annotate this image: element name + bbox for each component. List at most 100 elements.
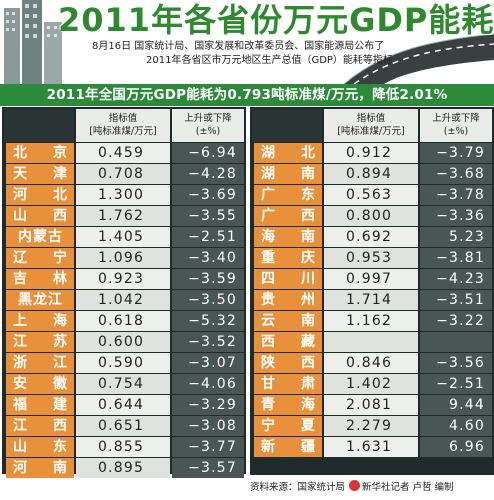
province-cell: 贵 州 — [254, 290, 322, 310]
value-cell: 1.300 — [76, 185, 170, 205]
change-cell: 4.60 — [420, 416, 492, 436]
header-value: 指标值 [吨标准煤/万元] — [324, 109, 418, 142]
table-row: 吉 林 0.923 −3.59 — [2, 268, 246, 289]
province-cell: 云 南 — [254, 311, 322, 331]
table-row: 云 南 1.162 −3.22 — [250, 310, 494, 331]
province-cell: 内蒙古 — [6, 227, 74, 247]
value-cell: 0.997 — [324, 269, 418, 289]
value-cell: 0.651 — [76, 416, 170, 436]
change-cell: 9.44 — [420, 395, 492, 415]
change-cell: −3.78 — [420, 185, 492, 205]
province-cell: 陕 西 — [254, 353, 322, 373]
change-cell: −3.08 — [172, 416, 244, 436]
table-row: 北 京 0.459 −6.94 — [2, 142, 246, 163]
intro-line-1: 8月16日 国家统计局、国家发展和改革委员会、国家能源局公布了 — [92, 41, 385, 52]
province-cell: 江 西 — [6, 416, 74, 436]
source-text: 资料来源：国家统计局 — [250, 482, 346, 493]
table-row: 福 建 0.644 −3.29 — [2, 394, 246, 415]
table-row: 江 西 0.651 −3.08 — [2, 415, 246, 436]
province-cell: 浙 江 — [6, 353, 74, 373]
table-row: 广 东 0.563 −3.78 — [250, 184, 494, 205]
change-cell — [420, 332, 492, 352]
value-cell: 1.405 — [76, 227, 170, 247]
header: 2011年各省份万元GDP能耗 8月16日 国家统计局、国家发展和改革委员会、国… — [0, 0, 494, 84]
table-row: 上 海 0.618 −5.32 — [2, 310, 246, 331]
province-cell: 海 南 — [254, 227, 322, 247]
value-cell: 0.846 — [324, 353, 418, 373]
province-cell: 湖 北 — [254, 143, 322, 163]
value-cell: 0.563 — [324, 185, 418, 205]
change-cell: −4.23 — [420, 269, 492, 289]
value-cell: 0.895 — [76, 458, 170, 478]
value-cell: 2.279 — [324, 416, 418, 436]
table-row: 广 西 0.800 −3.36 — [250, 205, 494, 226]
credit-text: 新华社记者 卢哲 编制 — [362, 482, 454, 493]
footer: 资料来源：国家统计局 新华社记者 卢哲 编制 — [250, 478, 494, 498]
change-cell: −3.50 — [172, 290, 244, 310]
table-row: 西 藏 — [250, 331, 494, 352]
table-row: 新 疆 1.631 6.96 — [250, 436, 494, 457]
province-cell: 北 京 — [6, 143, 74, 163]
province-cell: 福 建 — [6, 395, 74, 415]
value-cell: 0.923 — [76, 269, 170, 289]
header-value-line1: 指标值 — [108, 113, 138, 124]
value-cell: 0.800 — [324, 206, 418, 226]
value-cell: 1.714 — [324, 290, 418, 310]
change-cell: −3.77 — [172, 437, 244, 457]
value-cell: 0.600 — [76, 332, 170, 352]
header-value-line2: [吨标准煤/万元] — [89, 126, 157, 137]
change-cell: −3.59 — [172, 269, 244, 289]
table-row: 四 川 0.997 −4.23 — [250, 268, 494, 289]
header-blank-cell — [252, 109, 322, 142]
header-change-line2: (±%) — [443, 126, 469, 137]
table-row: 山 东 0.855 −3.77 — [2, 436, 246, 457]
province-cell: 山 西 — [6, 206, 74, 226]
value-cell: 0.459 — [76, 143, 170, 163]
value-cell: 0.894 — [324, 164, 418, 184]
change-cell: −3.69 — [172, 185, 244, 205]
intro-line-2: 2011年各省区市万元地区生产总值（GDP）能耗等指标 — [146, 55, 393, 66]
change-cell: −3.40 — [172, 248, 244, 268]
change-cell: −3.22 — [420, 311, 492, 331]
value-cell: 1.631 — [324, 437, 418, 457]
table-row: 甘 肃 1.402 −2.51 — [250, 373, 494, 394]
table-row: 江 苏 0.600 −3.52 — [2, 331, 246, 352]
value-cell: 0.953 — [324, 248, 418, 268]
province-cell: 青 海 — [254, 395, 322, 415]
province-cell: 辽 宁 — [6, 248, 74, 268]
header-change-line1: 上升或下降 — [184, 113, 232, 124]
change-cell: −5.32 — [172, 311, 244, 331]
province-cell: 新 疆 — [254, 437, 322, 457]
header-blank-cell — [4, 109, 74, 142]
table-row: 天 津 0.708 −4.28 — [2, 163, 246, 184]
value-cell: 0.618 — [76, 311, 170, 331]
table-row: 黑龙江 1.042 −3.50 — [2, 289, 246, 310]
value-cell: 1.096 — [76, 248, 170, 268]
change-cell: −3.81 — [420, 248, 492, 268]
value-cell: 0.590 — [76, 353, 170, 373]
table-row: 河 北 1.300 −3.69 — [2, 184, 246, 205]
province-cell: 宁 夏 — [254, 416, 322, 436]
change-cell: −3.57 — [172, 458, 244, 478]
table-row: 河 南 0.895 −3.57 — [2, 457, 246, 478]
table-row: 湖 北 0.912 −3.79 — [250, 142, 494, 163]
province-cell: 江 苏 — [6, 332, 74, 352]
change-cell: −3.51 — [420, 290, 492, 310]
province-cell: 西 藏 — [254, 332, 322, 352]
value-cell: 0.855 — [76, 437, 170, 457]
table-row: 辽 宁 1.096 −3.40 — [2, 247, 246, 268]
change-cell: −6.94 — [172, 143, 244, 163]
province-cell: 吉 林 — [6, 269, 74, 289]
province-cell: 广 西 — [254, 206, 322, 226]
change-cell: −3.07 — [172, 353, 244, 373]
province-cell: 甘 肃 — [254, 374, 322, 394]
page-title: 2011年各省份万元GDP能耗 — [58, 1, 494, 39]
change-cell: 6.96 — [420, 437, 492, 457]
table-header: 指标值 [吨标准煤/万元] 上升或下降 (±%) — [250, 107, 494, 142]
change-cell: 5.23 — [420, 227, 492, 247]
value-cell: 1.162 — [324, 311, 418, 331]
province-cell: 广 东 — [254, 185, 322, 205]
table-header: 指标值 [吨标准煤/万元] 上升或下降 (±%) — [2, 107, 246, 142]
value-cell: 0.692 — [324, 227, 418, 247]
table-row: 陕 西 0.846 −3.56 — [250, 352, 494, 373]
